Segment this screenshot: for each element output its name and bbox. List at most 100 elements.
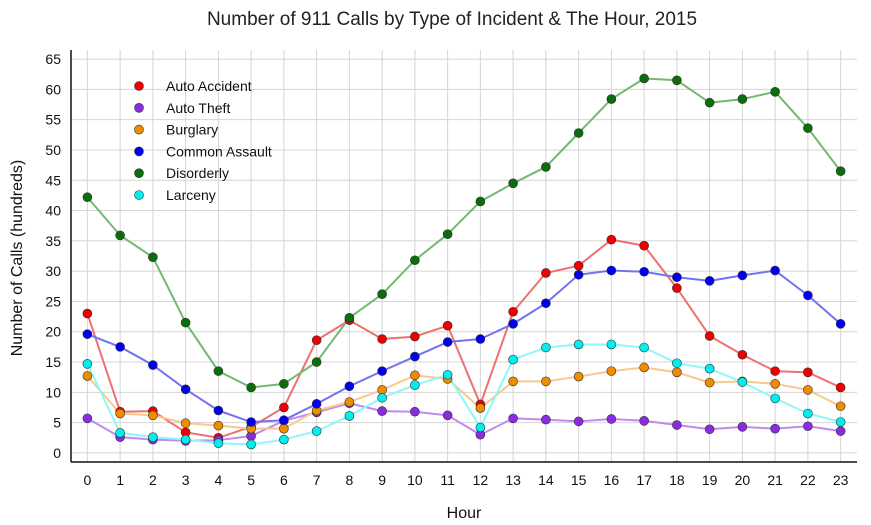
data-point bbox=[606, 339, 617, 350]
x-tick-label: 9 bbox=[378, 472, 386, 488]
data-point bbox=[672, 75, 682, 86]
data-point bbox=[573, 260, 584, 271]
data-point bbox=[82, 359, 93, 369]
data-point bbox=[803, 421, 813, 432]
data-point bbox=[737, 349, 748, 360]
data-point bbox=[344, 397, 355, 407]
axes bbox=[70, 50, 857, 463]
data-point bbox=[770, 366, 780, 376]
data-point bbox=[639, 342, 649, 353]
legend-marker bbox=[134, 190, 144, 200]
x-tick-label: 21 bbox=[767, 472, 783, 488]
data-point bbox=[377, 406, 387, 416]
data-point bbox=[770, 265, 780, 276]
series-line bbox=[86, 366, 842, 430]
data-point bbox=[180, 384, 191, 395]
data-point bbox=[115, 230, 125, 241]
data-point bbox=[410, 351, 420, 362]
data-point bbox=[704, 363, 715, 374]
data-point bbox=[442, 337, 453, 347]
data-point bbox=[835, 319, 846, 329]
data-point bbox=[410, 370, 420, 381]
x-tick-label: 4 bbox=[214, 472, 222, 488]
data-point bbox=[377, 392, 387, 403]
data-point bbox=[475, 196, 486, 207]
data-point bbox=[180, 317, 191, 328]
data-point bbox=[606, 414, 617, 424]
x-tick-label: 11 bbox=[440, 472, 455, 488]
data-point bbox=[573, 339, 584, 350]
x-tick-labels: 0 1 2 3 4 5 6 7 8 9 10 11 12 13 14 15 16 17 18 19 20 21 22 23 bbox=[83, 472, 848, 488]
data-point bbox=[704, 97, 715, 108]
data-point bbox=[835, 166, 846, 176]
data-point bbox=[279, 434, 289, 445]
data-point bbox=[213, 405, 224, 416]
legend-marker bbox=[134, 146, 144, 157]
data-point bbox=[213, 366, 224, 376]
legend-label: Common Assault bbox=[166, 143, 272, 159]
data-point bbox=[737, 270, 748, 281]
x-axis-label: Hour bbox=[447, 505, 482, 522]
series-line bbox=[86, 77, 842, 389]
series-lines bbox=[86, 77, 842, 446]
series-line bbox=[87, 269, 842, 424]
data-point bbox=[180, 418, 191, 429]
data-point bbox=[737, 422, 748, 432]
data-point bbox=[475, 422, 486, 433]
x-tick-label: 7 bbox=[313, 472, 321, 488]
data-point bbox=[115, 408, 125, 419]
legend-marker bbox=[134, 81, 144, 91]
x-tick-label: 0 bbox=[83, 472, 91, 488]
data-point bbox=[442, 229, 453, 239]
data-point bbox=[82, 192, 93, 203]
data-point bbox=[344, 312, 355, 323]
data-point bbox=[835, 401, 846, 412]
x-tick-label: 19 bbox=[702, 472, 718, 488]
series-line bbox=[86, 343, 841, 446]
y-tick-label: 10 bbox=[45, 384, 61, 400]
x-tick-label: 2 bbox=[149, 472, 157, 488]
data-point bbox=[770, 87, 780, 97]
x-tick-label: 8 bbox=[345, 472, 353, 488]
data-point bbox=[148, 410, 158, 421]
data-point bbox=[377, 289, 387, 299]
data-point bbox=[82, 371, 93, 381]
x-tick-label: 10 bbox=[407, 472, 423, 488]
legend-label: Disorderly bbox=[166, 165, 229, 181]
data-point bbox=[704, 276, 715, 286]
data-point bbox=[606, 366, 617, 376]
data-point bbox=[344, 411, 355, 421]
data-point bbox=[541, 414, 551, 425]
data-point bbox=[606, 94, 617, 104]
data-point bbox=[508, 376, 518, 387]
data-point bbox=[279, 415, 289, 425]
data-point bbox=[377, 334, 387, 344]
data-point bbox=[737, 94, 748, 104]
data-point bbox=[803, 385, 813, 395]
data-point bbox=[213, 438, 224, 449]
data-point bbox=[410, 380, 420, 390]
series-points bbox=[82, 73, 846, 450]
x-tick-label: 5 bbox=[247, 472, 255, 488]
data-point bbox=[704, 424, 715, 435]
data-point bbox=[279, 423, 289, 434]
data-point bbox=[541, 376, 551, 387]
legend-label: Auto Theft bbox=[166, 100, 230, 116]
data-point bbox=[704, 377, 715, 388]
chart-title: Number of 911 Calls by Type of Incident … bbox=[207, 9, 697, 30]
data-point bbox=[180, 434, 191, 445]
data-point bbox=[803, 367, 813, 378]
x-tick-label: 17 bbox=[636, 472, 652, 488]
data-point bbox=[541, 298, 551, 309]
data-point bbox=[541, 162, 551, 172]
y-tick-label: 20 bbox=[45, 324, 61, 340]
data-point bbox=[442, 410, 453, 421]
data-point bbox=[377, 366, 387, 376]
y-tick-label: 35 bbox=[45, 233, 61, 249]
y-tick-label: 55 bbox=[45, 112, 61, 128]
data-point bbox=[541, 342, 551, 353]
data-point bbox=[442, 320, 453, 331]
data-point bbox=[82, 413, 93, 424]
